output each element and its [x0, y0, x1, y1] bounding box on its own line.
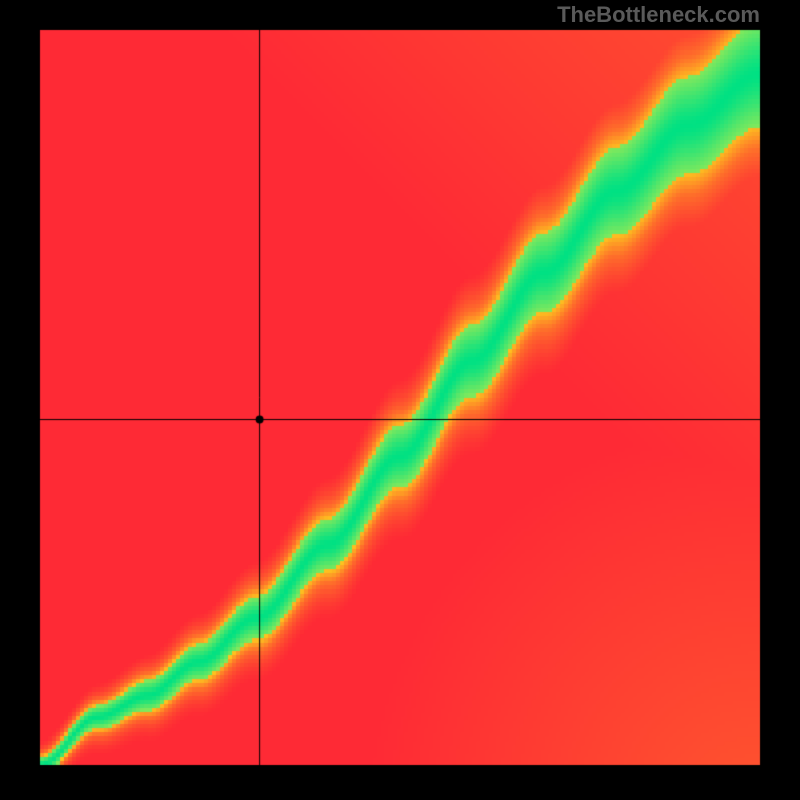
heatmap-plot [0, 0, 800, 800]
watermark-text: TheBottleneck.com [557, 2, 760, 28]
